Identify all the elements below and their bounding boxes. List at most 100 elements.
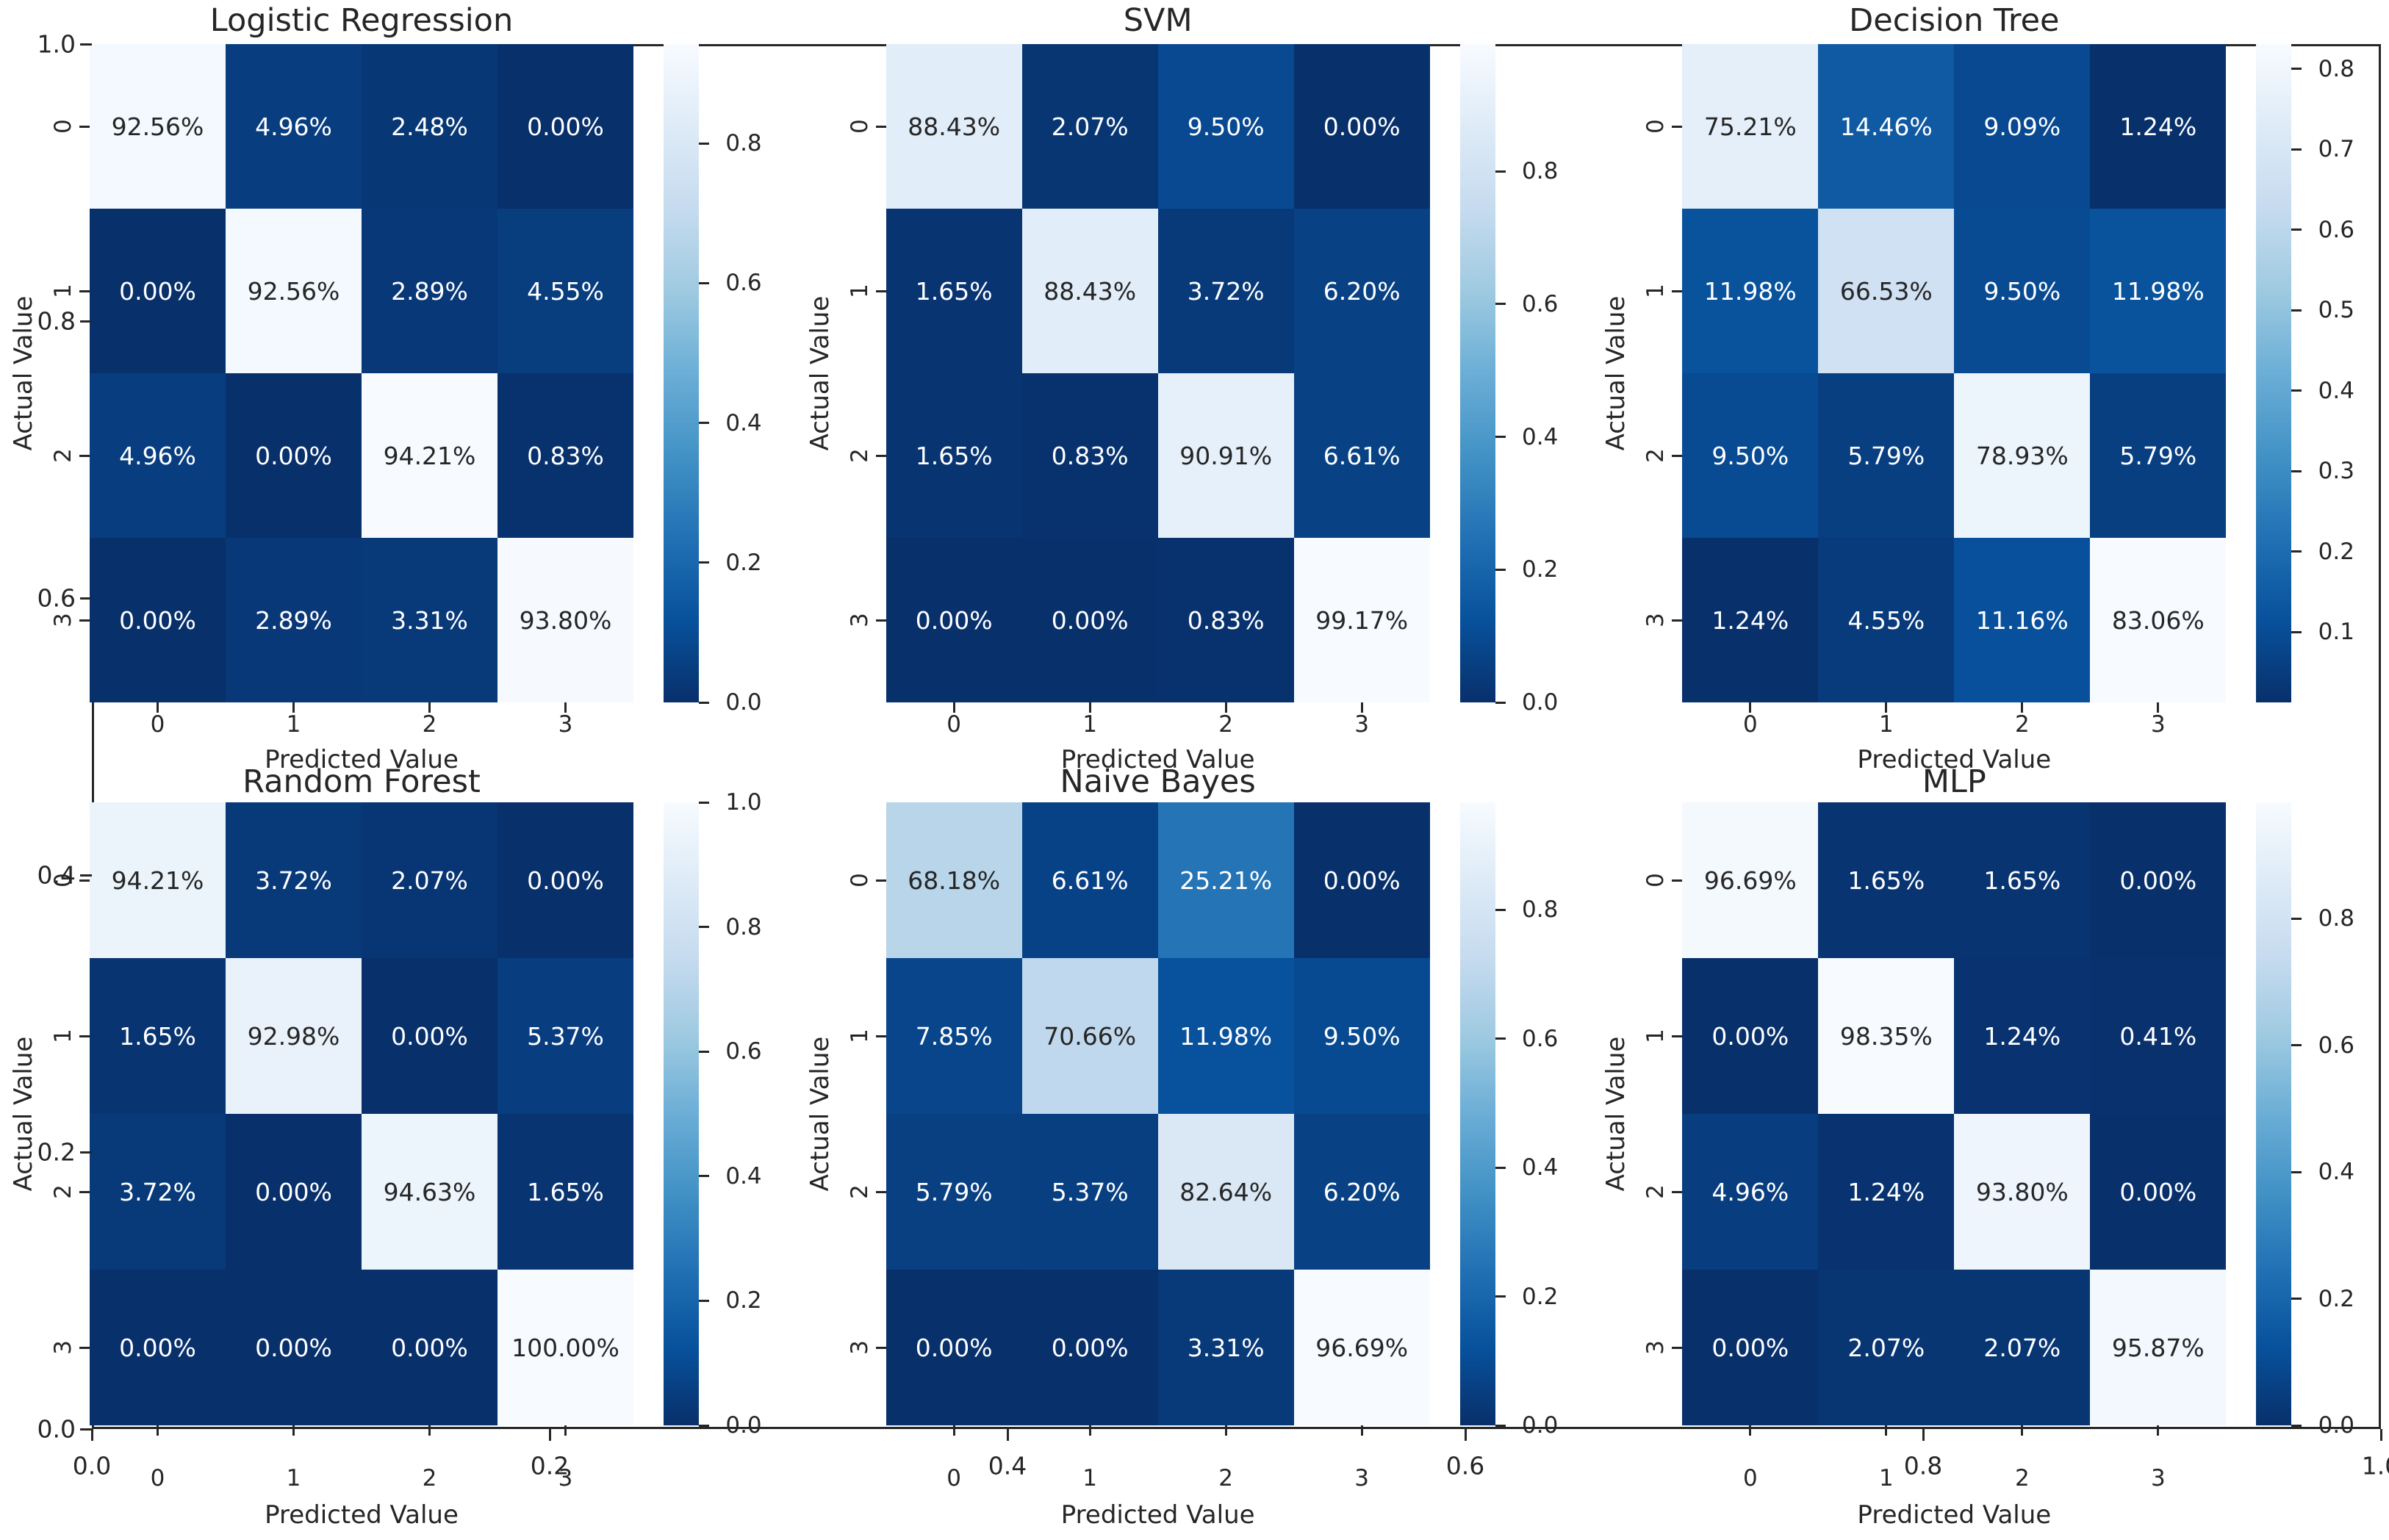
cell-value: 93.80% [1975,1177,2069,1206]
y-tick-label: 3 [846,613,873,627]
y-tick-label: 1 [846,284,873,298]
heatmap-cell: 0.00% [90,538,226,702]
heatmap-cell: 0.83% [1021,373,1158,538]
cell-value: 4.96% [1711,1177,1789,1206]
colorbar-tick-label: 0.6 [1522,290,1559,317]
colorbar-tick-label: 0.4 [1522,423,1559,450]
y-tick-label: 2 [1642,448,1670,463]
cell-value: 1.24% [2119,112,2197,141]
heatmap-cell: 2.89% [362,209,497,373]
colorbar-tick-label: 0.2 [1522,556,1559,583]
y-tick-label: 2 [50,448,76,463]
cell-value: 68.18% [908,866,1001,895]
heatmap-random-forest: 94.21% 3.72% 2.07% 0.00% 1.65% 92.98% 0.00% 5.3… [90,802,633,1425]
heatmap-cell: 0.00% [2090,802,2227,958]
heatmap-cell: 9.50% [1157,44,1294,209]
cell-value: 66.53% [1839,276,1933,306]
axis-tick-mark [1224,1425,1227,1436]
cell-value: 0.00% [1323,112,1401,141]
axis-tick-mark [875,1035,886,1037]
cell-value: 2.07% [1983,1333,2061,1362]
heatmap-cell: 0.00% [885,538,1022,702]
axis-tick-mark [875,619,886,622]
x-tick-label: 2 [2014,1465,2030,1492]
heatmap-cell: 0.00% [362,1270,497,1425]
heatmap-naive-bayes: 68.18% 6.61% 25.21% 0.00% 7.85% 70.66% 11.98% 9… [885,802,1430,1425]
axis-tick-mark [2157,1425,2160,1436]
y-axis-label: Actual Value [9,1036,38,1192]
axis-tick-mark [875,1346,886,1349]
heatmap-mlp: 96.69% 1.65% 1.65% 0.00% 0.00% 98.35% 1.24% 0.4… [1682,802,2227,1425]
colorbar-tick-mark [1495,1295,1506,1298]
heatmap-cell: 9.50% [1954,209,2091,373]
y-tick-label: 3 [1642,613,1670,627]
colorbar-mlp [2256,802,2292,1425]
y-tick-label: 3 [50,613,76,627]
colorbar-tick-label: 0.2 [725,549,762,576]
colorbar-logistic-regression [664,44,699,702]
heatmap-cell: 0.00% [90,1270,226,1425]
heatmap-cell: 92.56% [90,44,226,209]
cell-value: 0.00% [391,1021,468,1051]
outer-y-tick-label: 1.0 [37,29,76,59]
cell-value: 11.98% [2111,276,2205,306]
colorbar-tick-label: 0.0 [725,1412,762,1439]
colorbar-tick-mark [699,926,709,929]
axis-tick-mark [564,702,567,713]
heatmap-cell: 0.00% [362,958,497,1114]
colorbar-tick-mark [2291,630,2302,633]
colorbar-tick-mark [2291,229,2302,231]
heatmap-cell: 11.16% [1954,538,2091,702]
colorbar-tick-label: 0.1 [2318,619,2354,646]
colorbar-tick-mark [1495,701,1506,704]
cell-value: 70.66% [1043,1021,1137,1051]
cell-value: 2.07% [391,866,468,895]
heatmap-cell: 1.65% [90,958,226,1114]
colorbar-tick-label: 0.4 [725,409,762,436]
colorbar-tick-label: 0.6 [725,270,762,297]
axis-tick-mark [1672,454,1683,457]
colorbar-tick-label: 0.5 [2318,297,2354,324]
cell-value: 0.00% [391,1333,468,1362]
colorbar-tick-mark [1495,568,1506,571]
cell-value: 6.61% [1323,441,1401,470]
axis-tick-mark [1749,702,1752,713]
heatmap-cell: 7.85% [885,958,1022,1114]
axis-tick-mark [1672,619,1683,622]
axis-tick-mark [1672,1190,1683,1193]
outer-tick-mark [80,597,92,600]
axis-tick-mark [1360,1425,1363,1436]
axis-tick-mark [1672,879,1683,882]
colorbar-decision-tree [2256,44,2292,702]
colorbar-tick-mark [2291,469,2302,472]
axis-tick-mark [875,125,886,128]
heatmap-cell: 0.00% [90,209,226,373]
cell-value: 1.24% [1983,1021,2061,1051]
y-tick-label: 1 [846,1029,873,1043]
outer-x-tick-label: 1.0 [2361,1451,2389,1480]
colorbar-tick-mark [1495,1166,1506,1169]
cell-value: 92.56% [247,276,340,306]
colorbar-tick-mark [2291,1170,2302,1173]
cell-value: 0.00% [527,866,604,895]
heatmap-cell: 1.24% [1818,1114,1955,1270]
x-tick-label: 0 [946,1465,962,1492]
colorbar-naive-bayes [1459,802,1495,1425]
cell-value: 1.24% [1711,605,1789,635]
colorbar-tick-label: 0.8 [1522,896,1559,924]
colorbar-tick-label: 0.0 [1522,689,1559,716]
cell-value: 9.50% [1983,276,2061,306]
y-tick-label: 2 [1642,1184,1670,1199]
colorbar-tick-mark [2291,1424,2302,1427]
cell-value: 0.00% [119,1333,196,1362]
colorbar-tick-mark [2291,148,2302,151]
colorbar-tick-label: 0.2 [1522,1283,1559,1310]
colorbar-tick-label: 0.4 [2318,1159,2354,1186]
heatmap-cell: 1.24% [1682,538,1819,702]
axis-tick-mark [1088,702,1091,713]
x-tick-label: 2 [422,711,437,738]
cell-value: 4.55% [1847,605,1925,635]
cell-value: 0.00% [119,276,196,306]
cell-value: 82.64% [1179,1177,1273,1206]
outer-tick-mark [548,1429,551,1441]
